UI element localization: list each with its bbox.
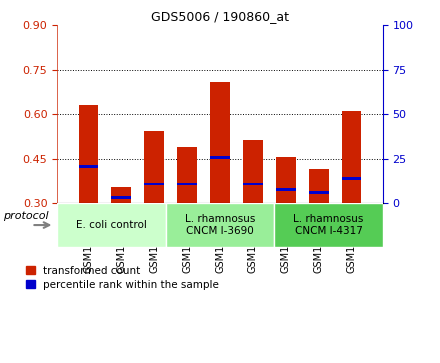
Bar: [335, 205, 368, 207]
Bar: [138, 205, 171, 207]
Bar: [309, 169, 329, 203]
Bar: [342, 111, 361, 203]
Bar: [177, 147, 197, 203]
Bar: [342, 176, 361, 180]
Bar: [243, 139, 263, 203]
Bar: [210, 156, 230, 159]
Bar: [111, 196, 131, 199]
Bar: [236, 205, 269, 207]
Legend: transformed count, percentile rank within the sample: transformed count, percentile rank withi…: [22, 261, 223, 294]
Text: L. rhamnosus
CNCM I-3690: L. rhamnosus CNCM I-3690: [185, 214, 255, 236]
Bar: [302, 205, 335, 207]
Bar: [269, 205, 302, 207]
Bar: [309, 191, 329, 195]
Bar: [105, 205, 138, 207]
Bar: [111, 187, 131, 203]
Bar: [210, 82, 230, 203]
Bar: [276, 157, 296, 203]
Text: L. rhamnosus
CNCM I-4317: L. rhamnosus CNCM I-4317: [293, 214, 364, 236]
Bar: [177, 183, 197, 185]
Bar: [79, 165, 98, 168]
Text: protocol: protocol: [3, 211, 48, 221]
Bar: [72, 205, 105, 207]
FancyBboxPatch shape: [166, 203, 274, 247]
FancyBboxPatch shape: [274, 203, 383, 247]
Bar: [204, 205, 236, 207]
Title: GDS5006 / 190860_at: GDS5006 / 190860_at: [151, 10, 289, 23]
Bar: [171, 205, 204, 207]
Bar: [144, 131, 164, 203]
Bar: [79, 105, 98, 203]
Text: E. coli control: E. coli control: [76, 220, 147, 230]
Bar: [243, 183, 263, 185]
FancyBboxPatch shape: [57, 203, 166, 247]
Bar: [276, 188, 296, 191]
Bar: [144, 183, 164, 185]
